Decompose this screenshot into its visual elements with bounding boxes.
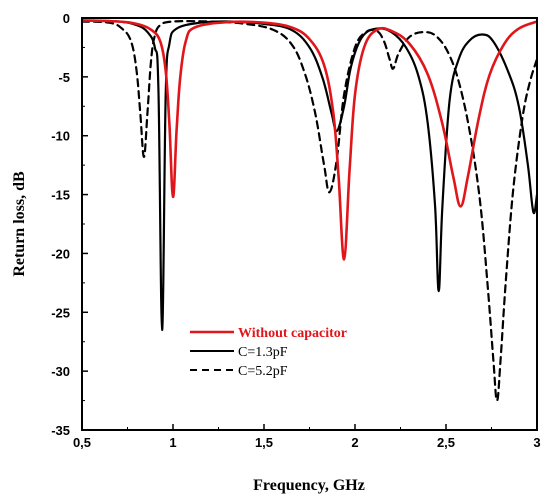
x-tick-label: 1,5 — [255, 435, 273, 450]
y-tick-label: -15 — [51, 188, 70, 203]
x-tick-label: 3 — [533, 435, 540, 450]
series-layer — [82, 19, 537, 402]
y-axis-ticks: 0 -5 -10 -15 -20 -25 -30 -35 — [51, 11, 88, 438]
series-line-c-5-2pf — [82, 20, 537, 402]
y-axis-title: Return loss, dB — [11, 171, 28, 277]
series-line-c-1-3pf — [82, 19, 537, 332]
y-tick-label: 0 — [63, 11, 70, 26]
legend-label: Without capacitor — [238, 326, 347, 341]
series-line-without-capacitor — [82, 19, 537, 261]
x-axis-ticks: 0,5 1 1,5 2 2,5 3 — [73, 424, 541, 450]
x-axis-title: Frequency, GHz — [253, 477, 365, 494]
legend: Without capacitor C=1.3pF C=5.2pF — [190, 326, 347, 379]
x-tick-label: 2,5 — [437, 435, 455, 450]
legend-label: C=5.2pF — [238, 364, 288, 379]
y-tick-label: -5 — [58, 70, 70, 85]
x-tick-label: 2 — [351, 435, 358, 450]
y-tick-label: -35 — [51, 423, 70, 438]
y-tick-label: -25 — [51, 305, 70, 320]
y-tick-label: -20 — [51, 246, 70, 261]
x-tick-label: 0,5 — [73, 435, 91, 450]
y-tick-label: -10 — [51, 129, 70, 144]
x-tick-label: 1 — [169, 435, 176, 450]
y-tick-label: -30 — [51, 364, 70, 379]
legend-label: C=1.3pF — [238, 345, 288, 360]
